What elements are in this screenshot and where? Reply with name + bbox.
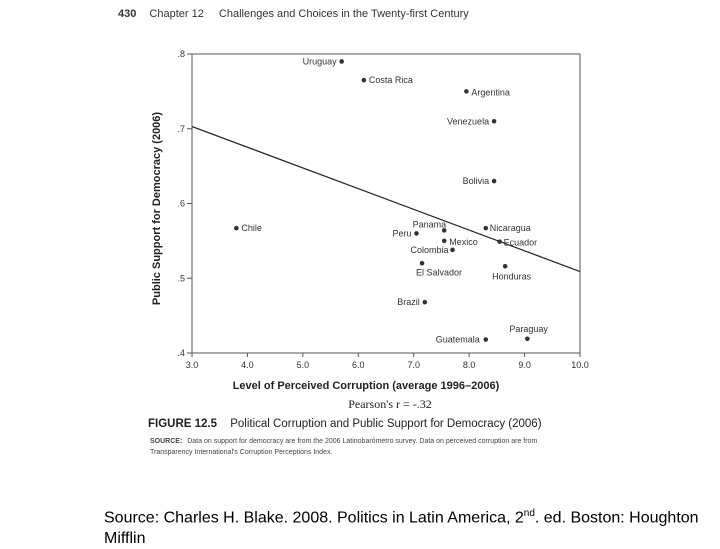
chapter-title: Challenges and Choices in the Twenty-fir… [218, 8, 469, 20]
y-tick-label: .6 [177, 199, 185, 209]
scatter-chart: 3.0 4.0 5.0 6.0 7.0 8.0 9.0 10.0 .4 .5 .6 .7 .8 Uru… [151, 49, 589, 410]
figure-source: SOURCE: Data on support for democracy ar… [150, 436, 580, 458]
caption-superscript: nd [523, 508, 535, 519]
point-honduras [502, 263, 508, 269]
point-guatemala [483, 337, 489, 342]
point-mexico [441, 238, 447, 244]
point-label-paraguay: Paraguay [509, 324, 548, 334]
point-label-chile: Chile [241, 223, 262, 233]
point-ecuador [497, 239, 502, 244]
figure-title: FIGURE 12.5 Political Corruption and Pub… [148, 418, 542, 430]
page-number: 430 [118, 8, 137, 20]
point-label-mexico: Mexico [449, 237, 478, 247]
y-tick-label: .5 [177, 273, 185, 283]
point-peru [414, 231, 419, 236]
x-tick-label: 8.0 [463, 360, 476, 370]
point-uruguay [339, 59, 344, 64]
point-paraguay [525, 336, 530, 342]
point-venezuela [491, 118, 497, 124]
point-label-honduras: Honduras [492, 271, 532, 281]
point-label-guatemala: Guatemala [436, 335, 480, 345]
point-colombia [450, 247, 455, 253]
point-label-nicaragua: Nicaragua [490, 223, 531, 233]
figure-source-text: Data on support for democracy are from t… [150, 438, 538, 456]
point-label-panama: Panama [413, 219, 447, 229]
x-ticks: 3.0 4.0 5.0 6.0 7.0 8.0 9.0 10.0 [186, 353, 589, 370]
x-tick-label: 9.0 [518, 360, 531, 370]
figure-title-text: Political Corruption and Public Support … [230, 418, 542, 430]
pearson-r-label: Pearson's r = -.32 [348, 397, 432, 410]
point-label-el-salvador: El Salvador [416, 267, 462, 277]
y-tick-label: .7 [177, 124, 185, 134]
point-argentina [464, 89, 469, 94]
y-ticks: .4 .5 .6 .7 .8 [177, 49, 192, 358]
point-label-ecuador: Ecuador [504, 238, 538, 248]
slide-caption: Source: Charles H. Blake. 2008. Politics… [104, 503, 704, 549]
point-brazil [422, 299, 428, 305]
point-label-peru: Peru [392, 228, 411, 238]
x-axis-label: Level of Perceived Corruption (average 1… [233, 380, 500, 392]
chapter-label: Chapter 12 [149, 8, 204, 20]
figure-label: FIGURE 12.5 [148, 418, 218, 430]
point-panama [441, 228, 447, 233]
point-label-bolivia: Bolivia [463, 176, 490, 186]
point-chile [234, 225, 239, 231]
point-costa-rica [361, 77, 367, 83]
y-axis-label: Public Support for Democracy (2006) [151, 112, 163, 305]
point-nicaragua [483, 225, 489, 231]
point-label-argentina: Argentina [471, 87, 510, 97]
x-tick-label: 10.0 [571, 360, 589, 370]
point-el-salvador [419, 261, 425, 266]
point-label-costa-rica: Costa Rica [369, 75, 413, 85]
y-tick-label: .4 [177, 348, 185, 358]
plot-frame [191, 53, 581, 354]
x-tick-label: 3.0 [186, 360, 199, 370]
point-label-venezuela: Venezuela [447, 116, 489, 126]
caption-text: Source: Charles H. Blake. 2008. Politics… [104, 509, 524, 527]
y-tick-label: .8 [177, 49, 185, 59]
x-tick-label: 7.0 [407, 360, 420, 370]
page-header: 430 Chapter 12 Challenges and Choices in… [118, 8, 469, 20]
point-label-brazil: Brazil [397, 297, 420, 307]
x-tick-label: 6.0 [352, 360, 365, 370]
x-tick-label: 5.0 [297, 360, 310, 370]
point-label-uruguay: Uruguay [303, 56, 338, 66]
point-label-colombia: Colombia [410, 245, 448, 255]
figure-source-label: SOURCE: [150, 438, 183, 445]
point-bolivia [491, 178, 497, 184]
trend-line [191, 125, 581, 273]
x-tick-label: 4.0 [241, 360, 254, 370]
data-points: Uruguay Costa Rica Argentina Venezuela Boliv… [234, 56, 548, 345]
